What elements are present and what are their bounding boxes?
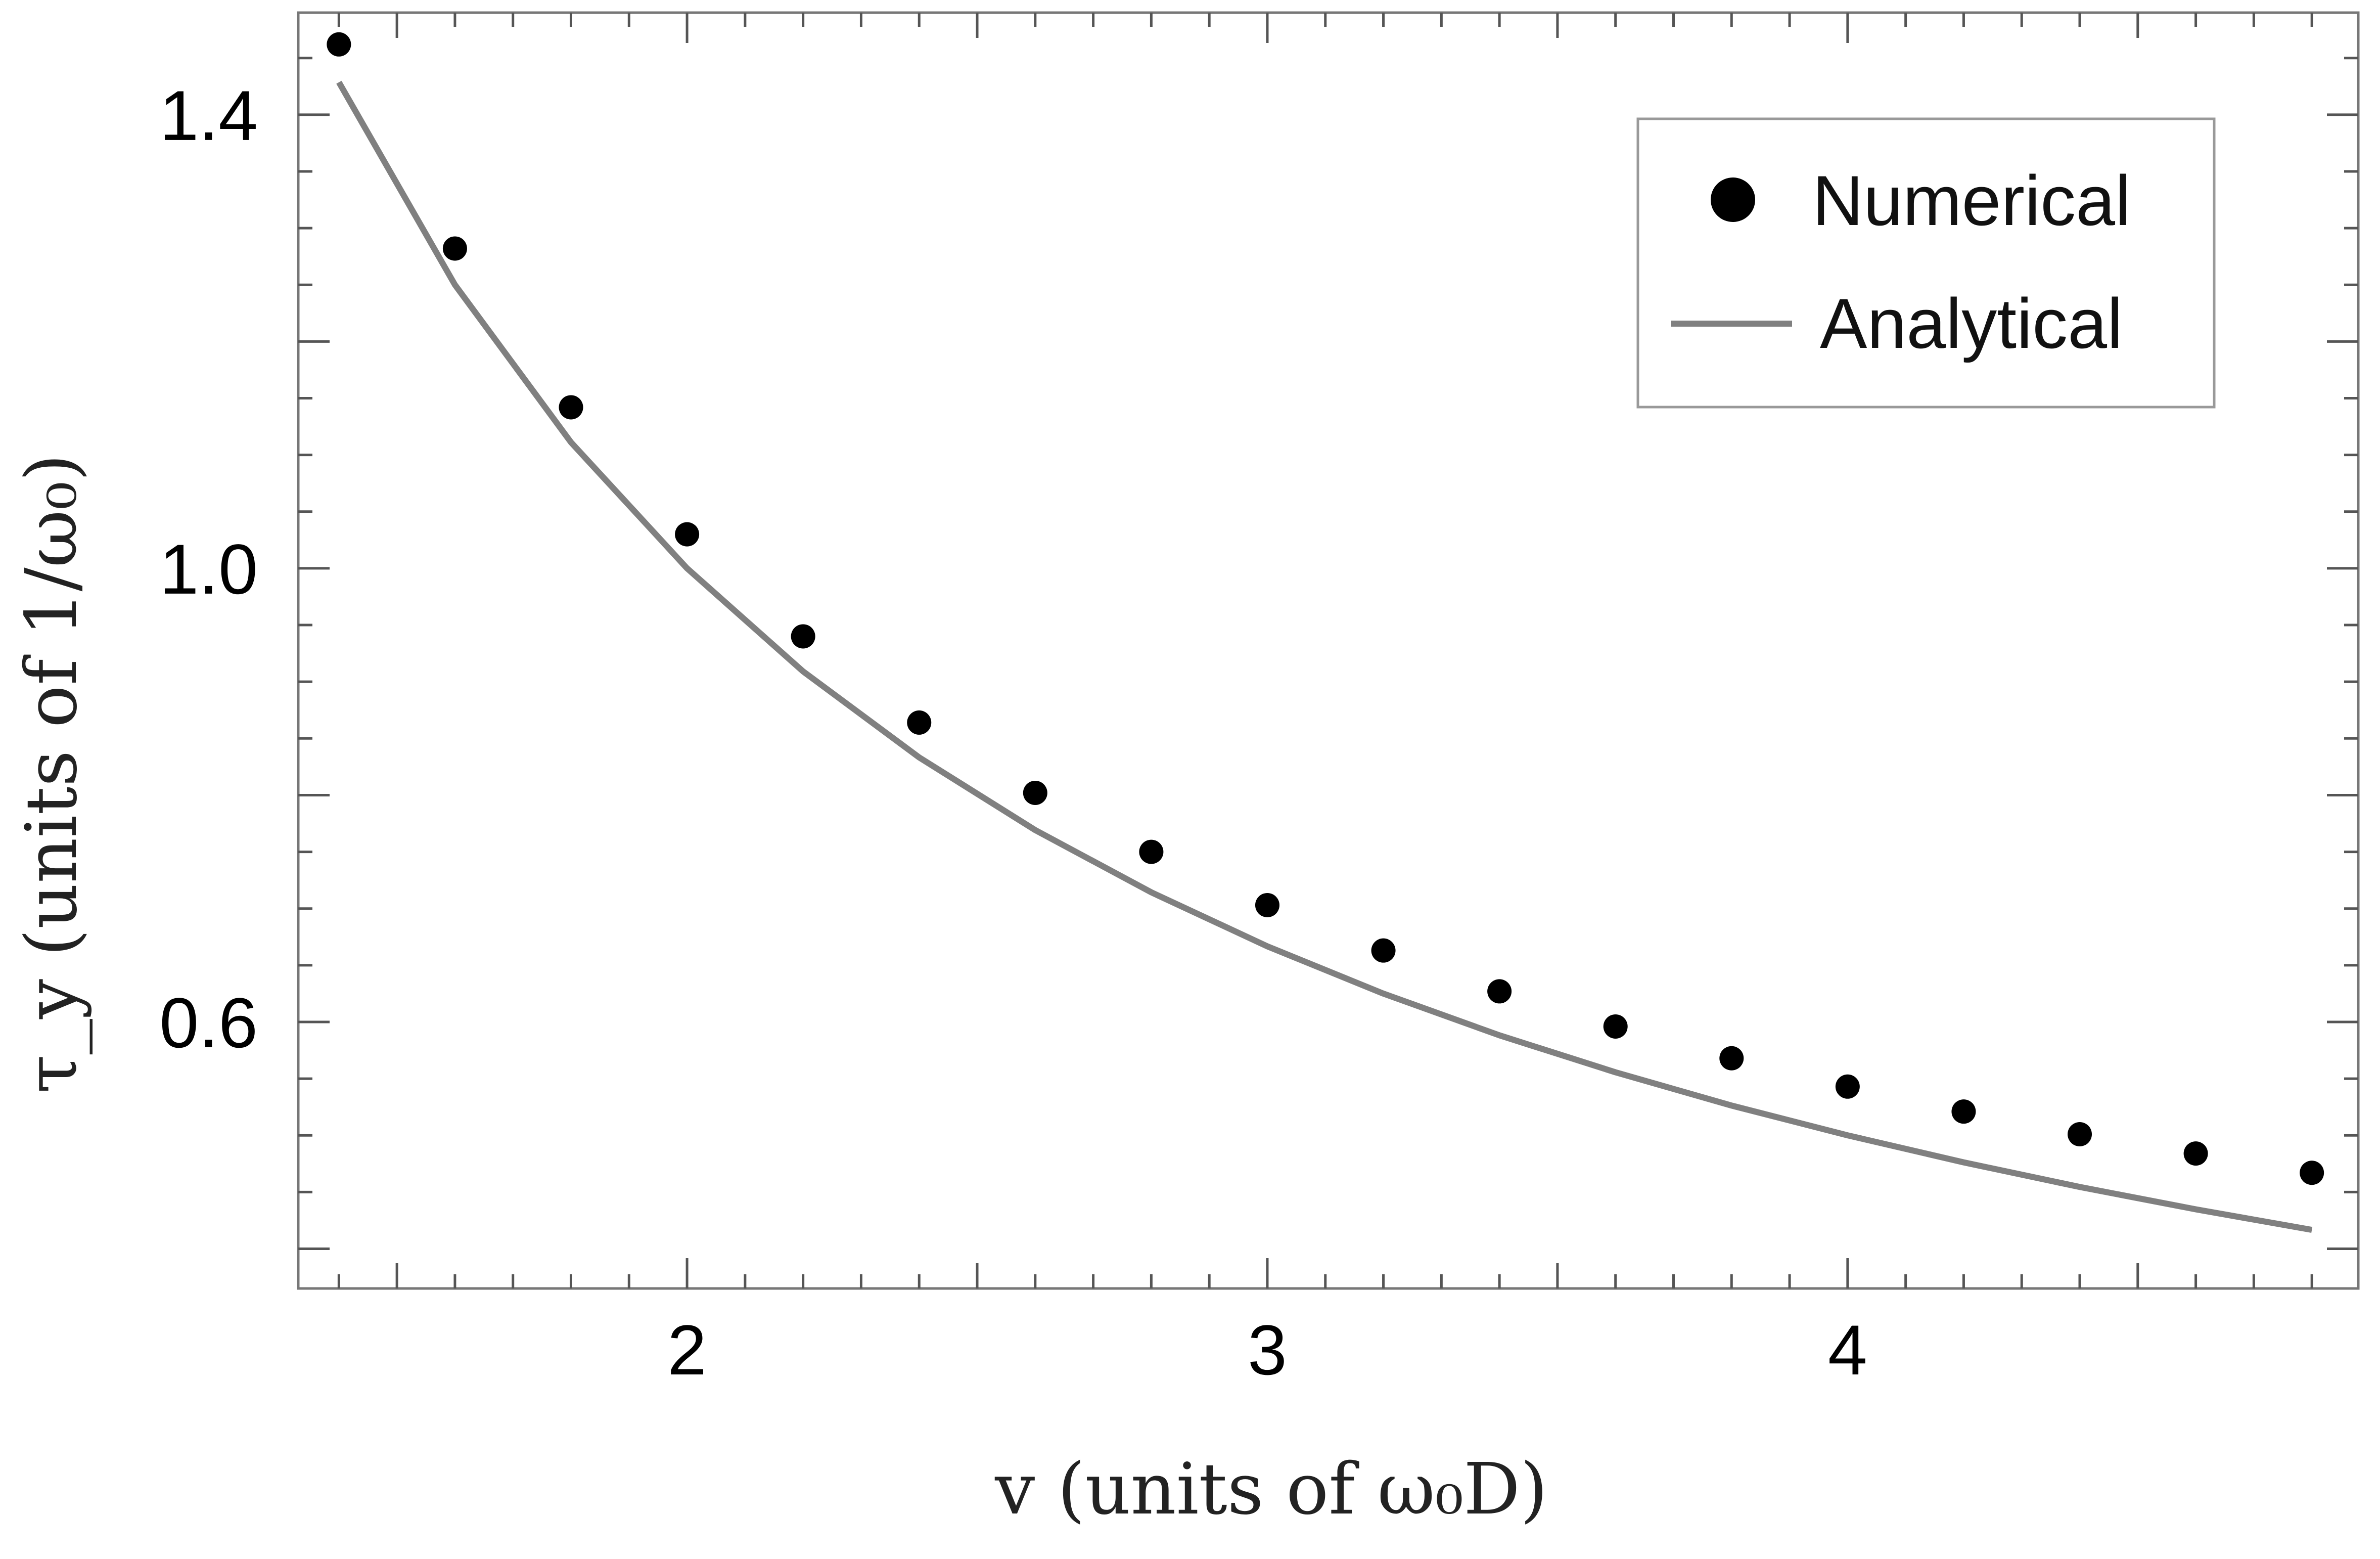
numerical-point	[675, 522, 700, 547]
legend-numerical-label: Numerical	[1812, 161, 2131, 240]
y-tick-label: 0.6	[159, 983, 258, 1062]
ticks-group: 2 3 4 0.6 1.0 1.4	[159, 13, 2358, 1390]
numerical-point	[327, 32, 351, 57]
numerical-point	[1951, 1099, 1976, 1124]
y-tick-label: 1.0	[159, 529, 258, 609]
numerical-point	[1371, 938, 1396, 963]
numerical-point	[791, 624, 815, 649]
numerical-point	[442, 236, 467, 261]
legend-analytical-label: Analytical	[1820, 284, 2123, 363]
legend: Numerical Analytical	[1636, 117, 2216, 409]
numerical-point	[907, 710, 932, 735]
analytical-curve-group	[336, 80, 2313, 1233]
x-tick-label: 4	[1828, 1310, 1867, 1390]
legend-box	[1636, 117, 2216, 409]
numerical-point	[1603, 1014, 1628, 1039]
x-tick-label: 2	[667, 1310, 707, 1390]
y-tick-label: 1.4	[159, 76, 258, 155]
numerical-points-group	[327, 32, 2324, 1185]
y-axis-title: τ_y (units of 1/ω₀)	[11, 454, 93, 1093]
x-axis-title: v (units of ω₀D)	[994, 1448, 1548, 1531]
x-tick-label: 3	[1248, 1310, 1287, 1390]
numerical-point	[2183, 1141, 2208, 1166]
numerical-point	[1255, 893, 1279, 917]
numerical-point	[2068, 1122, 2092, 1146]
analytical-curve	[336, 80, 2313, 1233]
numerical-point	[1487, 979, 1512, 1004]
numerical-point	[1023, 780, 1047, 805]
numerical-point	[559, 395, 583, 420]
axes	[297, 11, 2360, 1290]
numerical-point	[2300, 1161, 2324, 1185]
numerical-point	[1835, 1074, 1860, 1099]
numerical-point	[1719, 1046, 1744, 1071]
legend-numerical-marker	[1711, 177, 1755, 222]
plot-frame	[297, 11, 2360, 1290]
numerical-point	[1139, 839, 1164, 864]
